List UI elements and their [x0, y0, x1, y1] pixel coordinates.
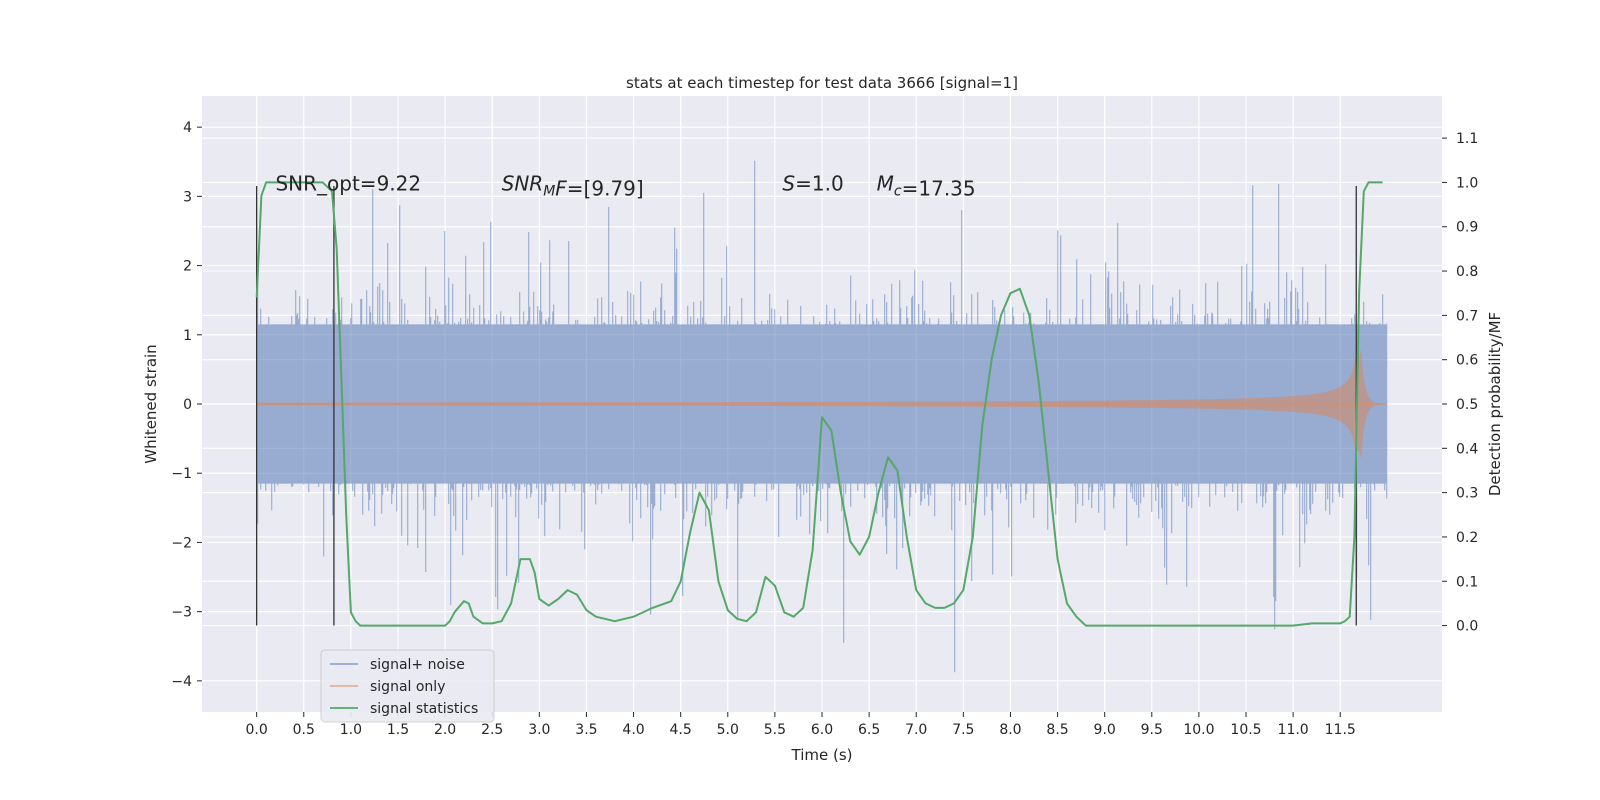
- y-tick-label: 3: [183, 189, 192, 205]
- y-right-tick-label: 0.4: [1456, 441, 1478, 457]
- y-tick-label: 1: [183, 328, 192, 344]
- annotation-part: M: [877, 172, 894, 196]
- x-tick-label: 4.0: [622, 722, 644, 738]
- x-tick-label: 6.5: [858, 722, 880, 738]
- x-tick-label: 11.0: [1278, 722, 1309, 738]
- annotation-part: S: [782, 172, 795, 196]
- x-tick-label: 1.5: [387, 722, 409, 738]
- signal-statistics-line: [255, 181, 1383, 627]
- legend-label-signal-only: signal only: [370, 679, 445, 695]
- x-tick-labels: 0.0 0.5 1.0 1.5 2.0 2.5 3.0 3.5 4.0 4.5 5.0 5.5 6.0 6…: [246, 712, 1356, 738]
- annotation-part: SNR_opt=9.22: [275, 172, 421, 196]
- annotations: SNR_opt=9.22 SNRMF=[9.79] S=1.0 Mc=17.35: [275, 172, 975, 201]
- x-tick-label: 8.0: [999, 722, 1021, 738]
- annotation: SNR_opt=9.22: [275, 172, 421, 196]
- chart-title: stats at each timestep for test data 366…: [626, 74, 1018, 92]
- annotation: SNRMF=[9.79]: [502, 172, 644, 201]
- annotation-part: =1.0: [795, 172, 844, 196]
- x-tick-label: 9.0: [1094, 722, 1116, 738]
- y-right-tick-label: 0.1: [1456, 574, 1478, 590]
- x-tick-label: 10.5: [1230, 722, 1261, 738]
- x-tick-label: 0.0: [246, 722, 268, 738]
- x-tick-label: 2.5: [481, 722, 503, 738]
- annotation-part: F: [555, 177, 567, 201]
- annotation-part: =[9.79]: [567, 177, 644, 201]
- y-tick-label: −2: [171, 535, 192, 551]
- annotation: S=1.0: [782, 172, 843, 196]
- annotation-part: c: [894, 184, 902, 200]
- x-tick-label: 3.5: [575, 722, 597, 738]
- x-tick-label: 3.0: [528, 722, 550, 738]
- x-tick-label: 2.0: [434, 722, 456, 738]
- y-right-tick-label: 0.3: [1456, 486, 1478, 502]
- y-right-tick-label: 1.1: [1456, 131, 1478, 147]
- y-right-tick-label: 0.8: [1456, 264, 1478, 280]
- y-right-tick-label: 0.9: [1456, 220, 1478, 236]
- annotation-part: M: [543, 184, 555, 200]
- annotation: Mc=17.35: [877, 172, 976, 201]
- signal-statistics-series: [255, 181, 1383, 627]
- x-tick-label: 1.0: [340, 722, 362, 738]
- x-tick-label: 11.5: [1325, 722, 1356, 738]
- y-tick-label: 0: [183, 397, 192, 413]
- legend: signal+ noise signal only signal statist…: [320, 649, 495, 723]
- x-tick-label: 8.5: [1046, 722, 1068, 738]
- y-right-tick-label: 0.2: [1456, 530, 1478, 546]
- y-right-tick-label: 0.6: [1456, 353, 1478, 369]
- x-tick-label: 4.5: [670, 722, 692, 738]
- legend-box: [320, 649, 495, 723]
- y-tick-label: −4: [171, 674, 192, 690]
- annotation-part: =17.35: [902, 177, 976, 201]
- y-right-tick-label: 1.0: [1456, 175, 1478, 191]
- y-right-axis-label: Detection probability/MF: [1486, 312, 1504, 496]
- legend-label-signal-noise: signal+ noise: [370, 657, 465, 673]
- legend-label-signal-statistics: signal statistics: [370, 701, 478, 717]
- x-tick-label: 5.5: [764, 722, 786, 738]
- x-tick-label: 7.0: [905, 722, 927, 738]
- x-tick-label: 0.5: [293, 722, 315, 738]
- y-tick-label: −1: [171, 466, 192, 482]
- x-tick-label: 5.0: [717, 722, 739, 738]
- y-right-tick-label: 0.7: [1456, 308, 1478, 324]
- y-right-tick-label: 0.5: [1456, 397, 1478, 413]
- y-tick-label: 4: [183, 120, 192, 136]
- x-tick-label: 10.0: [1183, 722, 1214, 738]
- x-tick-label: 7.5: [952, 722, 974, 738]
- signal-only-series: [256, 349, 1388, 459]
- y-right-tick-labels: 0.0 0.1 0.2 0.3 0.4 0.5 0.6 0.7 0.8 0.9 1.0 1.1: [1442, 131, 1478, 635]
- y-tick-labels: −4 −3 −2 −1 0 1 2 3 4: [171, 120, 202, 690]
- y-right-tick-label: 0.0: [1456, 619, 1478, 635]
- y-tick-label: 2: [183, 259, 192, 275]
- x-axis-label: Time (s): [791, 746, 853, 764]
- y-tick-label: −3: [171, 605, 192, 621]
- y-axis-label: Whitened strain: [142, 344, 160, 463]
- x-tick-label: 9.5: [1141, 722, 1163, 738]
- annotation-part: SNR: [502, 172, 544, 196]
- x-tick-label: 6.0: [811, 722, 833, 738]
